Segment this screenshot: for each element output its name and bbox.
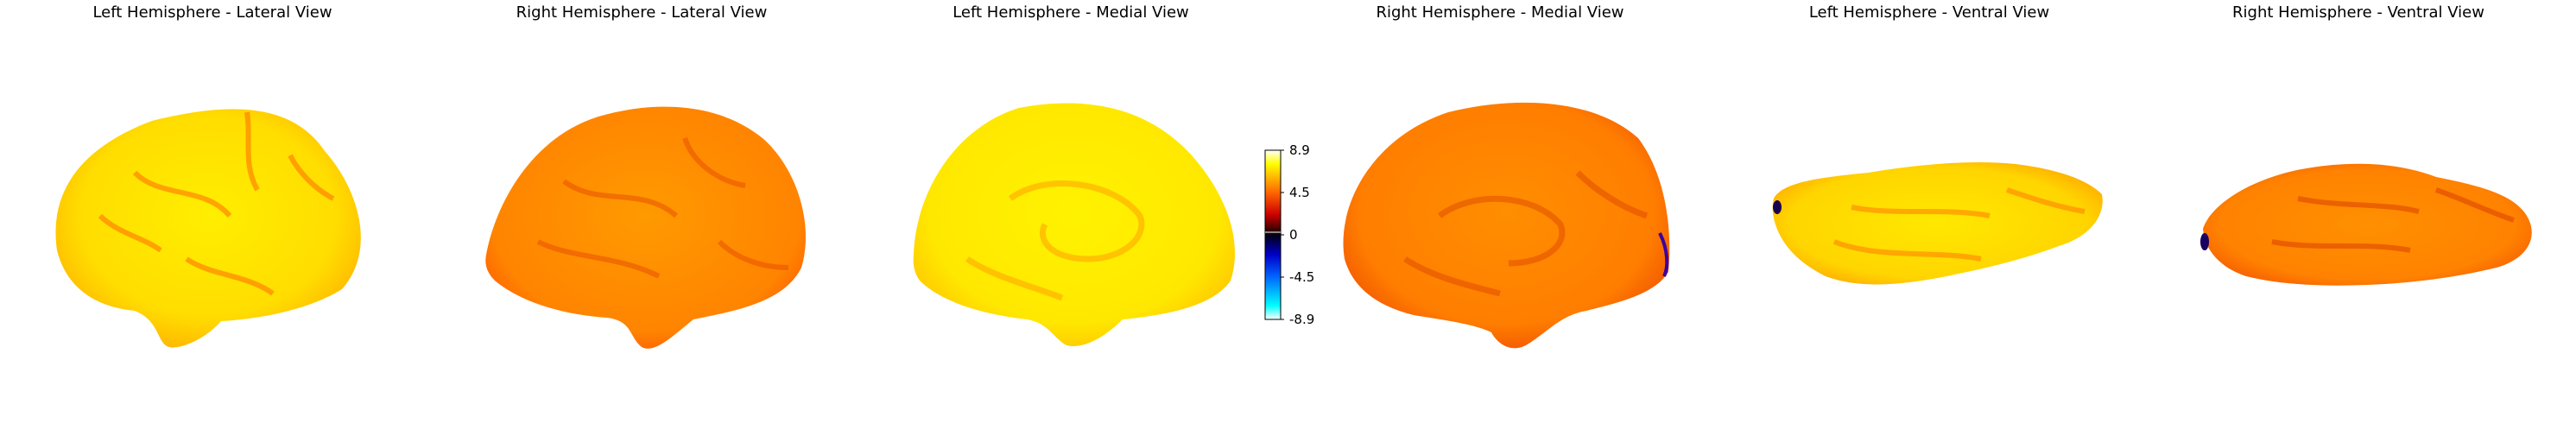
brain-rh-ventral — [2200, 163, 2532, 286]
brain-lh-lateral — [55, 109, 361, 348]
panel-title: Left Hemisphere - Lateral View — [92, 3, 332, 22]
brain-rh-lateral — [485, 106, 806, 349]
panel-lh-medial: Left Hemisphere - Medial View — [889, 0, 1252, 442]
brain-lh-medial — [913, 103, 1235, 346]
brain-lh-ventral — [1772, 162, 2103, 285]
panel-rh-lateral: Right Hemisphere - Lateral View — [460, 0, 823, 442]
colorbar-tick-label: -8.9 — [1289, 312, 1315, 327]
panel-rh-medial: Right Hemisphere - Medial View — [1319, 0, 1681, 442]
panel-lh-lateral: Left Hemisphere - Lateral View — [31, 0, 394, 442]
colorbar-tick-label: 0 — [1289, 227, 1298, 243]
colorbar: 8.9 4.5 0 -4.5 -8.9 — [1263, 142, 1332, 327]
panel-title: Left Hemisphere - Medial View — [953, 3, 1189, 22]
panel-lh-ventral: Left Hemisphere - Ventral View — [1748, 0, 2111, 442]
panel-title: Right Hemisphere - Lateral View — [516, 3, 768, 22]
colorbar-tick-label: 4.5 — [1289, 185, 1310, 200]
panel-title: Right Hemisphere - Medial View — [1376, 3, 1624, 22]
panel-rh-ventral: Right Hemisphere - Ventral View — [2177, 0, 2540, 442]
colorbar-tick-label: 8.9 — [1289, 142, 1310, 158]
panel-title: Left Hemisphere - Ventral View — [1808, 3, 2050, 22]
colorbar-tick-label: -4.5 — [1289, 269, 1315, 285]
colorbar-gradient — [1264, 149, 1284, 320]
brain-rh-medial — [1343, 102, 1670, 349]
panel-title: Right Hemisphere - Ventral View — [2232, 3, 2484, 22]
